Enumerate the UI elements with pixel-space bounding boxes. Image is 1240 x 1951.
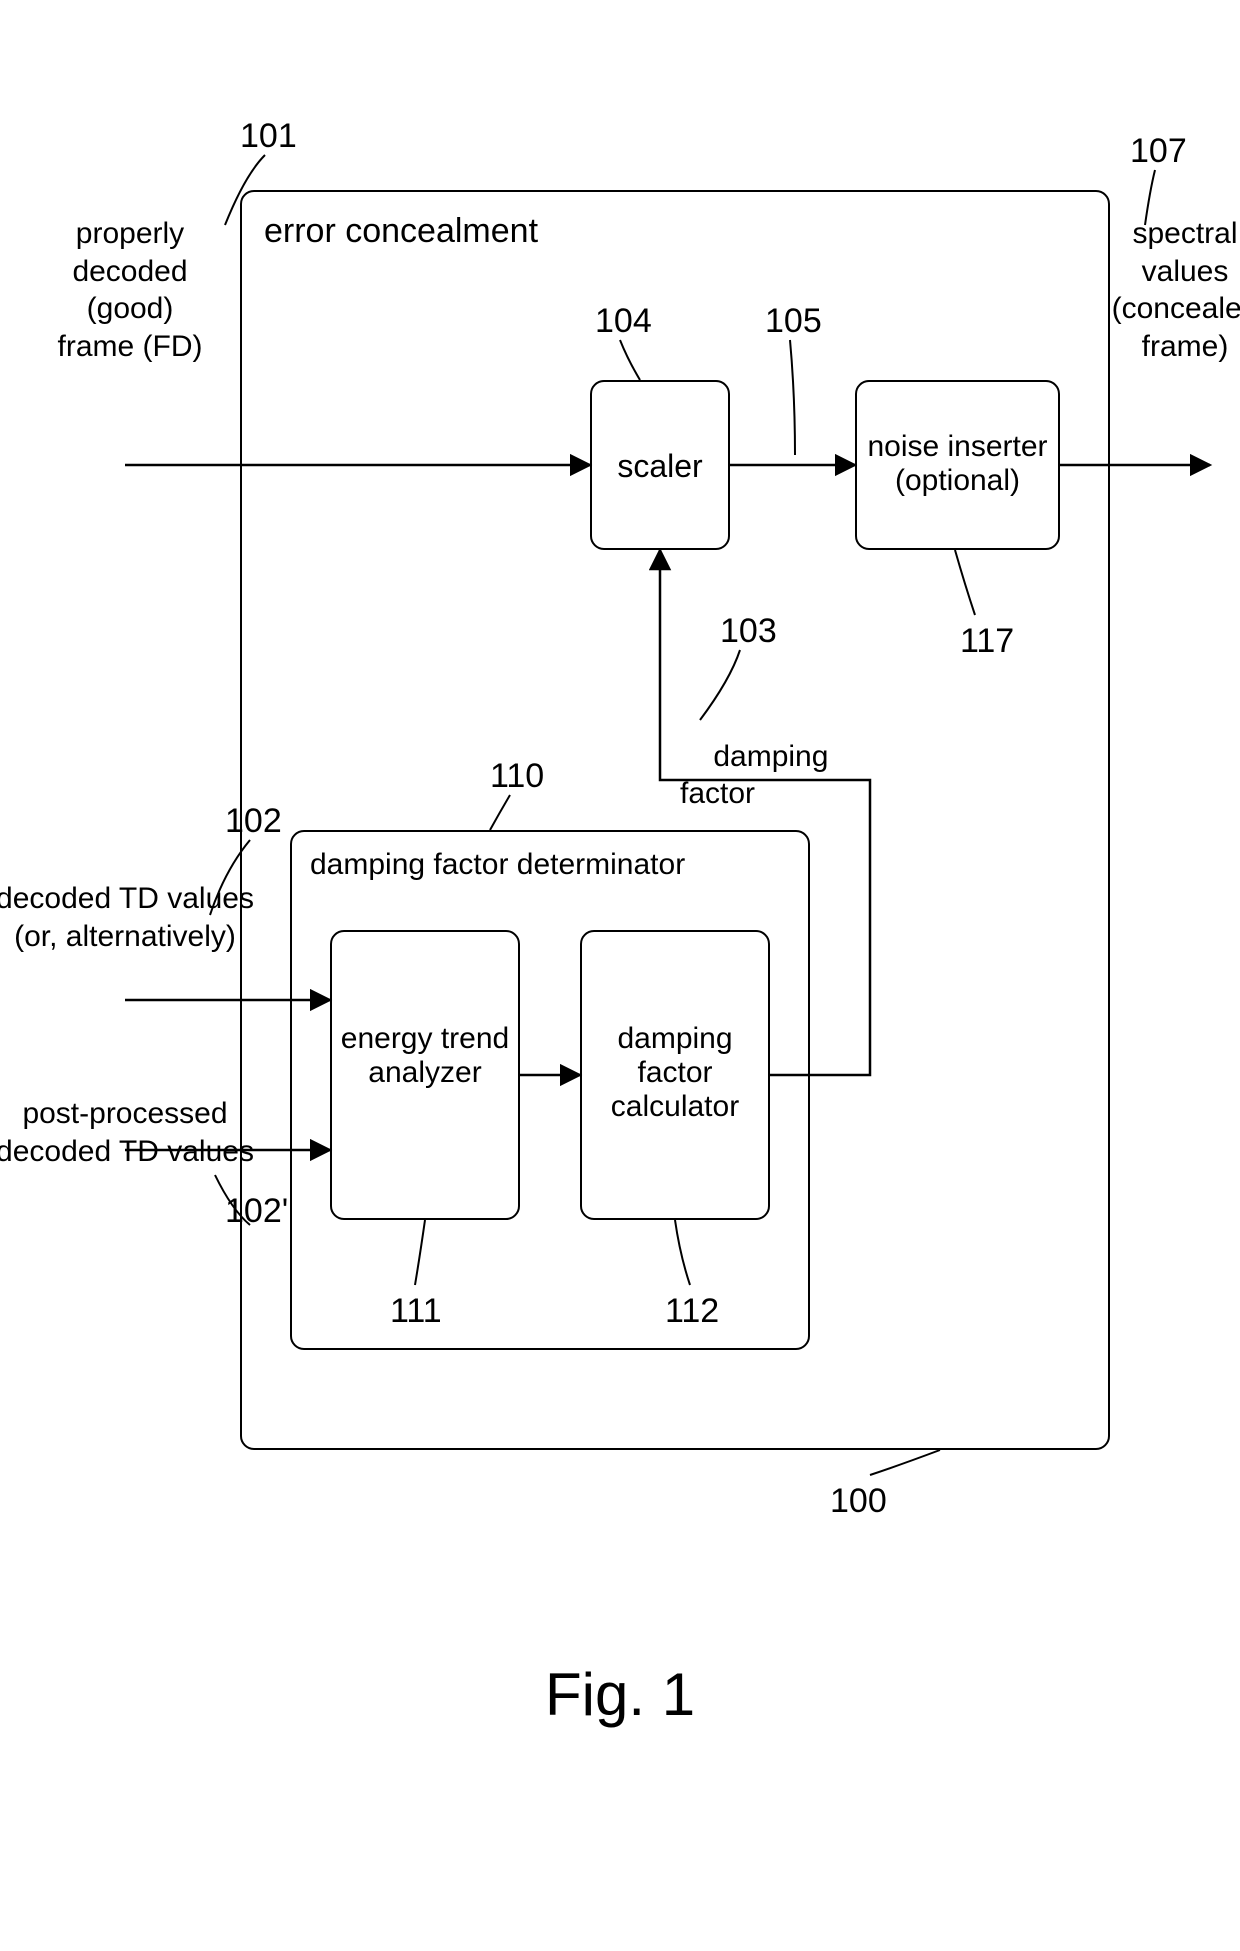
diagram-canvas: error concealment properly decoded (good… xyxy=(0,0,1240,1951)
arrows-layer xyxy=(0,0,1240,1951)
